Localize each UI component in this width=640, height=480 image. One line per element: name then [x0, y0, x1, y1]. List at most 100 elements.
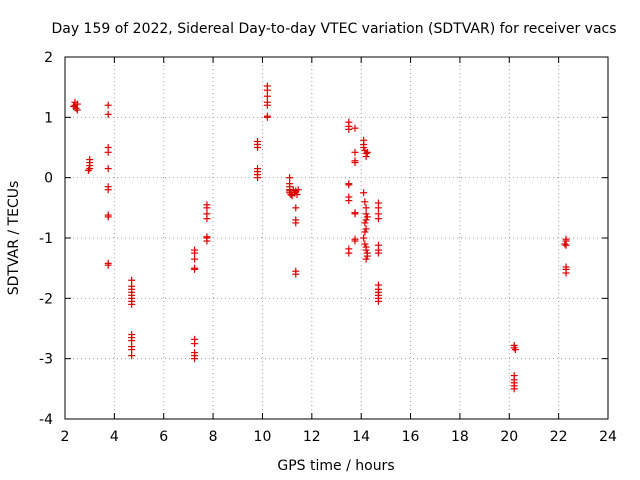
data-point	[360, 234, 368, 242]
data-point	[361, 219, 369, 227]
data-point	[345, 249, 353, 257]
data-point	[104, 110, 112, 118]
x-tick-label: 12	[303, 429, 321, 445]
data-point	[104, 165, 112, 173]
x-tick-label: 18	[451, 429, 469, 445]
data-point	[254, 144, 262, 151]
x-tick-label: 16	[402, 429, 420, 445]
data-point	[70, 102, 78, 110]
data-point	[104, 186, 112, 194]
data-point	[362, 255, 370, 263]
data-point	[351, 237, 359, 245]
data-points	[70, 82, 570, 393]
plot-frame	[64, 56, 609, 420]
data-point	[345, 125, 353, 133]
x-tick-labels: 2 4 6 8 10 12 14 16 18 20 22 24	[61, 429, 617, 445]
data-point	[374, 204, 382, 212]
data-point	[345, 197, 353, 205]
data-point	[361, 240, 369, 248]
data-point	[292, 204, 300, 212]
data-point	[292, 270, 300, 278]
data-point	[203, 237, 211, 245]
data-point	[286, 174, 294, 182]
data-point	[374, 215, 382, 223]
data-point	[374, 249, 382, 257]
data-point	[561, 240, 569, 248]
data-point	[360, 189, 368, 197]
data-point	[360, 144, 368, 151]
data-point	[128, 276, 136, 284]
y-tick-label: 0	[44, 171, 53, 187]
data-point	[293, 191, 301, 199]
grid	[65, 57, 608, 419]
data-point	[254, 174, 262, 182]
data-point	[263, 113, 271, 121]
data-point	[191, 249, 199, 257]
x-tick-label: 24	[599, 429, 617, 445]
data-point	[351, 124, 359, 132]
chart-title: Day 159 of 2022, Sidereal Day-to-day VTE…	[51, 21, 616, 37]
y-tick-label: -1	[39, 231, 53, 247]
data-point	[104, 101, 112, 109]
y-tick-label: -4	[39, 412, 53, 428]
data-point	[191, 355, 199, 363]
data-point	[104, 148, 112, 156]
data-point	[191, 255, 199, 263]
data-point	[191, 340, 199, 348]
data-point	[128, 337, 136, 345]
data-point	[363, 213, 371, 221]
data-point	[511, 346, 519, 354]
x-tick-label: 20	[500, 429, 518, 445]
x-axis-label: GPS time / hours	[277, 458, 394, 474]
x-tick-label: 8	[209, 429, 218, 445]
data-point	[292, 219, 300, 227]
x-tick-label: 22	[550, 429, 568, 445]
data-point	[263, 86, 271, 94]
data-point	[363, 148, 371, 156]
y-tick-label: -3	[39, 352, 53, 368]
data-point	[73, 100, 81, 108]
data-point	[562, 241, 570, 249]
data-point	[351, 159, 359, 167]
data-point	[351, 148, 359, 156]
data-point	[104, 261, 112, 269]
data-point	[374, 297, 382, 305]
y-axis-label: SDTVAR / TECUs	[6, 181, 22, 296]
data-point	[345, 181, 353, 189]
data-point	[263, 92, 271, 100]
data-point	[128, 352, 136, 360]
data-point	[362, 204, 370, 212]
data-point	[362, 246, 370, 254]
y-tick-label: -2	[39, 291, 53, 307]
data-point	[510, 385, 518, 393]
data-point	[362, 153, 370, 161]
y-tick-labels: -4 -3 -2 -1 0 1 2	[39, 50, 53, 428]
data-point	[73, 106, 81, 114]
y-tick-label: 1	[44, 110, 53, 126]
data-point	[363, 252, 371, 260]
data-point	[362, 216, 370, 224]
data-point	[263, 101, 271, 109]
data-point	[361, 228, 369, 236]
data-point	[287, 191, 295, 199]
data-point	[362, 225, 370, 233]
data-point	[351, 210, 359, 218]
data-point	[203, 215, 211, 223]
x-tick-label: 10	[254, 429, 272, 445]
data-point	[128, 300, 136, 308]
data-point	[562, 269, 570, 277]
data-point	[191, 265, 199, 273]
data-point	[128, 346, 136, 354]
x-tick-label: 2	[61, 429, 70, 445]
data-point	[294, 186, 302, 194]
x-tick-label: 14	[352, 429, 370, 445]
data-point	[84, 166, 92, 174]
data-point	[203, 204, 211, 212]
y-tick-label: 2	[44, 50, 53, 66]
x-tick-label: 6	[159, 429, 168, 445]
data-point	[104, 213, 112, 221]
ticks	[64, 56, 609, 420]
data-point	[362, 210, 370, 218]
x-tick-label: 4	[110, 429, 119, 445]
